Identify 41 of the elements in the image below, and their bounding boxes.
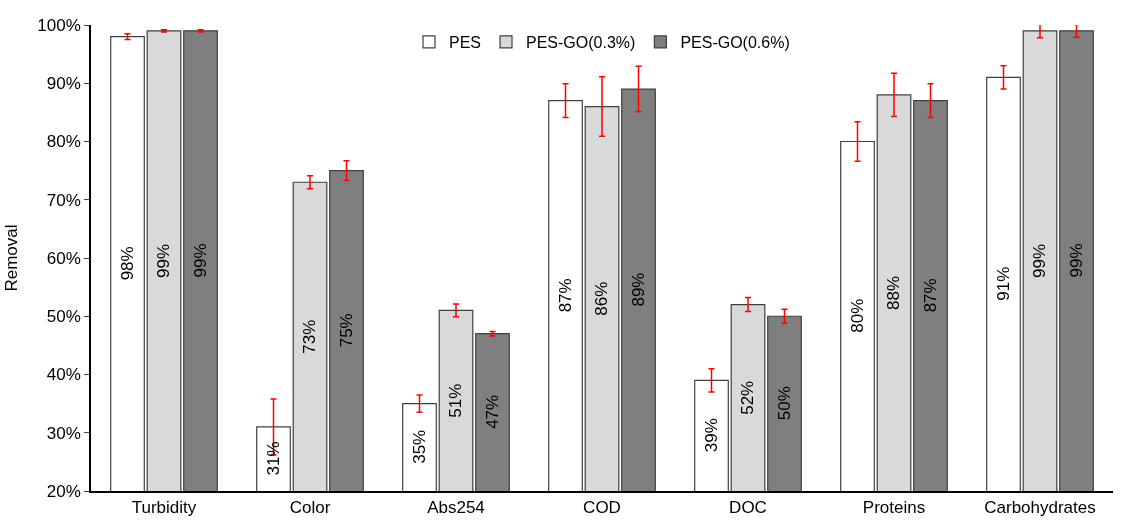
x-tick-label: Abs254 [427,498,485,518]
data-label: 98% [117,246,137,281]
data-label: 99% [1066,243,1086,278]
legend-label: PES [449,34,482,52]
y-tick-label: 60% [46,248,81,268]
data-label: 75% [336,313,356,348]
data-label: 31% [263,441,283,476]
y-axis-title: Removal [2,224,22,292]
y-tick-label: 70% [46,190,81,210]
data-label: 51% [446,383,466,418]
y-tick-label: 40% [46,365,81,385]
y-tick-label: 100% [37,15,81,35]
data-label: 47% [483,394,503,429]
data-label: 87% [555,278,575,313]
y-tick-label: 20% [46,481,81,501]
data-label: 86% [592,281,612,316]
data-label: 91% [994,266,1014,301]
x-tick-label: Color [289,498,331,518]
data-label: 50% [774,386,794,421]
data-label: 80% [848,298,868,333]
legend-label: PES-GO(0.6%) [680,34,790,52]
data-label: 99% [154,243,174,278]
data-label: 89% [629,272,649,307]
x-tick-label: COD [583,498,621,518]
x-tick-label: Turbidity [131,498,197,518]
data-label: 73% [300,319,320,354]
y-tick-label: 50% [46,307,81,327]
y-tick-label: 90% [46,74,81,94]
data-label: 87% [920,278,940,313]
data-label: 99% [1030,243,1050,278]
x-tick-label: Carbohydrates [984,498,1096,518]
y-tick-label: 30% [46,423,81,443]
data-label: 52% [738,380,758,415]
data-label: 39% [701,418,721,453]
data-label: 35% [410,429,430,464]
data-label: 99% [190,243,210,278]
x-tick-label: Proteins [862,498,926,518]
data-label: 88% [884,275,904,310]
x-tick-label: DOC [729,498,767,518]
legend-label: PES-GO(0.3%) [526,34,636,52]
y-tick-label: 80% [46,132,81,152]
